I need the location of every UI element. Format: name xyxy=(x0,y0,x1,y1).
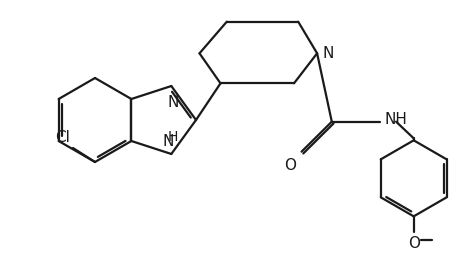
Text: Cl: Cl xyxy=(55,130,70,145)
Text: H: H xyxy=(167,130,177,144)
Text: N: N xyxy=(322,46,334,61)
Text: O: O xyxy=(285,158,297,173)
Text: N: N xyxy=(168,95,179,110)
Text: N: N xyxy=(163,134,174,149)
Text: NH: NH xyxy=(384,112,407,127)
Text: O: O xyxy=(407,236,419,251)
